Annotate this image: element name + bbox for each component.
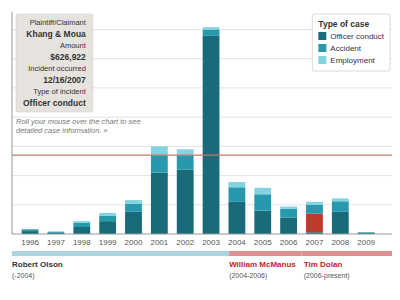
bar-segment — [254, 211, 271, 234]
bar-segment — [280, 218, 297, 234]
tooltip-line: Type of incident — [33, 87, 86, 96]
bar-segment — [332, 201, 349, 212]
bar-segment — [254, 194, 271, 210]
chief-years: (2006-present) — [304, 272, 350, 280]
legend-box — [312, 14, 390, 71]
x-tick-label: 2006 — [280, 238, 298, 247]
chief-name: Robert Olson — [12, 260, 63, 269]
bar-segment — [125, 212, 142, 234]
bar-segment — [228, 202, 245, 234]
bar-segment — [73, 223, 90, 227]
bar-segment — [22, 229, 39, 231]
bar-segment — [280, 209, 297, 218]
bar-segment — [177, 149, 194, 155]
x-tick-label: 2008 — [331, 238, 349, 247]
x-tick-label: 2007 — [306, 238, 324, 247]
x-tick-label: 1999 — [99, 238, 117, 247]
tooltip-line: $626,922 — [50, 52, 86, 62]
legend-label: Employment — [330, 56, 375, 65]
x-tick-label: 2005 — [254, 238, 272, 247]
bar-segment — [254, 188, 271, 194]
grid-line — [12, 175, 392, 176]
chief-band: Robert Olson (-2004) William McManus (2004-… — [12, 251, 392, 280]
legend-title: Type of case — [318, 19, 369, 29]
bar-segment — [73, 221, 90, 223]
bar-segment — [99, 213, 116, 216]
tooltip-line: Incident occurred — [28, 64, 86, 73]
bar-segment — [48, 232, 65, 233]
tooltip: Plaintiff/Claimant Khang & Moua Amount $626… — [16, 14, 93, 112]
bar-segment — [125, 200, 142, 204]
x-tick-label: 2003 — [202, 238, 220, 247]
tooltip-line: Khang & Moua — [26, 29, 86, 39]
chief-years: (2004-2006) — [229, 272, 267, 280]
roll-text-line: Roll your mouse over the chart to see — [16, 117, 141, 126]
bar-segment — [228, 182, 245, 187]
bar-segment — [306, 214, 323, 233]
x-axis-line — [12, 234, 392, 235]
reference-line — [12, 155, 392, 156]
bar-segment — [203, 30, 220, 36]
x-tick-label: 2004 — [228, 238, 246, 247]
roll-text-line: detailed case information. » — [16, 126, 108, 135]
bars — [12, 27, 392, 234]
x-tick-label: 1996 — [21, 238, 39, 247]
x-tick-label: 2000 — [125, 238, 143, 247]
bar-segment — [99, 216, 116, 221]
bar-segment — [306, 202, 323, 205]
chief-name: Tim Dolan — [304, 260, 343, 269]
legend-swatch — [318, 32, 326, 40]
bar-segment — [306, 205, 323, 214]
bar-segment — [203, 35, 220, 234]
bar-segment — [280, 207, 297, 209]
grid — [12, 30, 392, 205]
x-tick-label: 2001 — [150, 238, 168, 247]
bar-segment — [358, 232, 375, 234]
y-axis-line — [12, 12, 13, 234]
bar-segment — [151, 173, 168, 234]
legend-label: Officer conduct — [330, 32, 384, 41]
bar-segment — [99, 221, 116, 234]
legend-swatch — [318, 56, 326, 64]
chief-tenure — [12, 251, 229, 256]
chief-tenure — [229, 251, 301, 256]
x-tick-label: 1997 — [47, 238, 65, 247]
roll-text: Roll your mouse over the chart to seedet… — [16, 117, 141, 135]
bar-segment — [22, 229, 39, 230]
chief-years: (-2004) — [12, 272, 35, 280]
bar-segment — [151, 146, 168, 155]
bar-segment — [48, 231, 65, 232]
legend-label: Accident — [330, 44, 361, 53]
chief-tenure — [302, 251, 392, 256]
x-tick-label: 1998 — [73, 238, 91, 247]
tooltip-line: 12/16/2007 — [43, 75, 86, 85]
legend: Type of case Officer conduct Accident Emplo… — [312, 14, 390, 71]
tooltip-line: Plaintiff/Claimant — [30, 18, 87, 27]
bar-segment — [358, 232, 375, 233]
bar-segment — [332, 212, 349, 234]
chart: 1996 1997 1998 1999 2000 2001 2002 2003 2004 2005… — [0, 0, 400, 300]
legend-swatch — [318, 44, 326, 52]
bar-segment — [332, 198, 349, 201]
bar-segment — [151, 155, 168, 173]
x-tick-label: 2002 — [176, 238, 194, 247]
bar-segment — [73, 227, 90, 234]
bar-segment — [177, 170, 194, 234]
tooltip-line: Officer conduct — [23, 98, 86, 108]
grid-line — [12, 146, 392, 147]
tooltip-line: Amount — [60, 41, 87, 50]
bar-segment — [203, 27, 220, 29]
bar-segment — [125, 204, 142, 212]
bar-segment — [228, 187, 245, 202]
tooltip-box — [16, 14, 93, 112]
bar-segment — [177, 155, 194, 170]
x-tick-label: 2009 — [357, 238, 375, 247]
chief-name: William McManus — [229, 260, 296, 269]
